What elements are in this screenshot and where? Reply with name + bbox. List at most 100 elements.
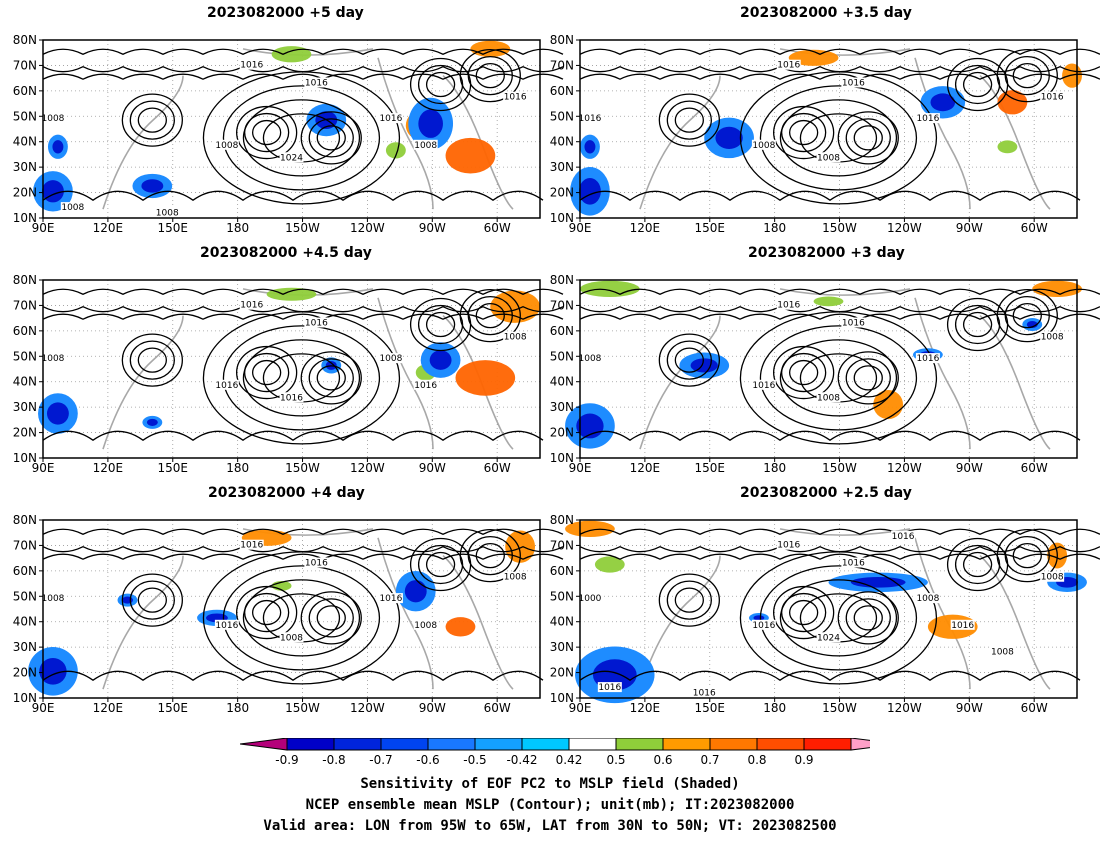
negative-sensitivity-core (52, 140, 64, 154)
contour-label: 1024 (817, 633, 840, 643)
negative-sensitivity-core (930, 93, 956, 112)
lat-label: 50N (550, 589, 574, 603)
map-4: 1016 1016 1016 1008 1008 1016 1008 1008 80N 70N 60… (13, 513, 564, 715)
mslp-contour (962, 71, 993, 98)
mslp-contour (658, 333, 720, 387)
mslp-contour (42, 65, 564, 73)
contour-label: 1008 (41, 594, 64, 604)
contour-label: 1016 (379, 594, 402, 604)
colorbar-label: 0.42 (556, 753, 583, 767)
mslp-contour (316, 125, 346, 151)
lon-label: 120E (630, 701, 661, 715)
contour-label-bg (60, 202, 85, 213)
mslp-contour (42, 670, 544, 681)
lon-label: 120W (350, 221, 385, 235)
mslp-contour (845, 598, 891, 638)
lon-label: 120W (887, 701, 922, 715)
mslp-contour (779, 99, 898, 177)
map-0: 1016 1016 1016 1016 1008 1008 1024 1008 1008 1008… (13, 33, 564, 235)
positive-sensitivity-shading (997, 140, 1018, 154)
lat-label: 10N (550, 691, 574, 705)
negative-sensitivity-core (418, 109, 443, 138)
lat-label: 40N (13, 615, 37, 629)
mslp-contour (475, 62, 505, 89)
map-frame (42, 519, 541, 699)
lat-label: 10N (13, 451, 37, 465)
contour-label: 1016 (1041, 93, 1064, 103)
mslp-contour (121, 333, 183, 387)
contour-label: 1008 (817, 393, 840, 403)
mslp-contour (772, 345, 835, 400)
colorbar: -0.9 -0.8 -0.7 -0.6 -0.5 -0.42 0.42 0.5 0.6 0.7 0.… (240, 738, 870, 767)
colorbar-segment (380, 738, 429, 751)
mslp-contour (658, 93, 720, 147)
contour-label-bg (751, 139, 776, 150)
contour-label: 1016 (240, 541, 263, 551)
mslp-contour (780, 352, 827, 393)
lat-label: 70N (550, 538, 574, 552)
lon-label: 120E (93, 221, 124, 235)
mslp-contour (853, 125, 883, 151)
colorbar-label: -0.42 (506, 753, 537, 767)
positive-sensitivity-shading (580, 280, 640, 297)
mslp-contour (788, 359, 819, 386)
mslp-contour (222, 565, 381, 671)
contour-label-bg (915, 113, 940, 124)
mslp-contour (42, 190, 544, 201)
contour-label-bg (891, 530, 916, 541)
lon-label: 120E (630, 221, 661, 235)
mslp-contour (251, 359, 282, 386)
contour-label: 1000 (578, 594, 601, 604)
contour-label-bg (950, 619, 975, 630)
contour-label: 1008 (61, 203, 84, 213)
lat-label: 80N (550, 273, 574, 287)
mslp-contour (243, 112, 290, 153)
contour-label: 1016 (842, 559, 865, 569)
mslp-contour (42, 430, 544, 441)
mslp-contour (772, 585, 835, 640)
mslp-contour (779, 579, 898, 657)
contour-label: 1016 (777, 301, 800, 311)
mslp-contour (1012, 62, 1042, 89)
colorbar-arrow-right (850, 738, 870, 751)
lon-label: 150E (158, 701, 189, 715)
contour-label: 1008 (752, 141, 775, 151)
contour-label-bg (915, 353, 940, 364)
mslp-contour (42, 305, 564, 313)
lon-label: 120E (630, 461, 661, 475)
coastline (102, 315, 184, 450)
panel-title: 2023082000 +3.5 day (740, 5, 912, 21)
mslp-contour (243, 352, 290, 393)
contour-label: 1016 (777, 541, 800, 551)
mslp-contour (666, 100, 712, 140)
panel-title: 2023082000 +2.5 day (740, 485, 912, 501)
lat-label: 10N (550, 211, 574, 225)
contour-label-bg (503, 91, 528, 102)
colorbar-label: -0.6 (416, 753, 439, 767)
contour-label-bg (692, 687, 717, 698)
contour-label-bg (214, 379, 239, 390)
contour-label-bg (816, 632, 841, 643)
positive-sensitivity-shading (271, 46, 312, 63)
map-3: 1016 1016 1016 1008 1008 1016 1008 80N 70N 60N 50N… (550, 273, 1100, 475)
lon-label: 60W (484, 221, 511, 235)
lon-label: 150W (285, 461, 320, 475)
lon-label: 150E (158, 461, 189, 475)
colorbar-segment (333, 738, 382, 751)
lon-label: 90W (419, 461, 446, 475)
lat-label: 70N (13, 298, 37, 312)
mslp-contour (837, 351, 899, 405)
mslp-contour (300, 591, 362, 645)
mslp-contour (121, 93, 183, 147)
lon-label: 120W (350, 461, 385, 475)
contour-label: 1016 (693, 688, 716, 698)
mslp-contour (242, 579, 361, 657)
contour-label-bg (1040, 331, 1065, 342)
contour-label-bg (378, 353, 403, 364)
mslp-contour (579, 305, 1100, 313)
lon-label: 150W (822, 701, 857, 715)
lat-label: 80N (13, 513, 37, 527)
lat-label: 80N (13, 33, 37, 47)
lat-label: 60N (550, 84, 574, 98)
colorbar-segment (709, 738, 758, 751)
